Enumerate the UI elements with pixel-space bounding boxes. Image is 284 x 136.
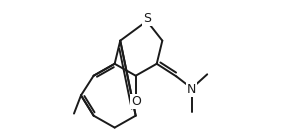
Text: O: O <box>131 95 141 108</box>
Text: S: S <box>143 12 151 25</box>
Text: N: N <box>187 83 197 96</box>
